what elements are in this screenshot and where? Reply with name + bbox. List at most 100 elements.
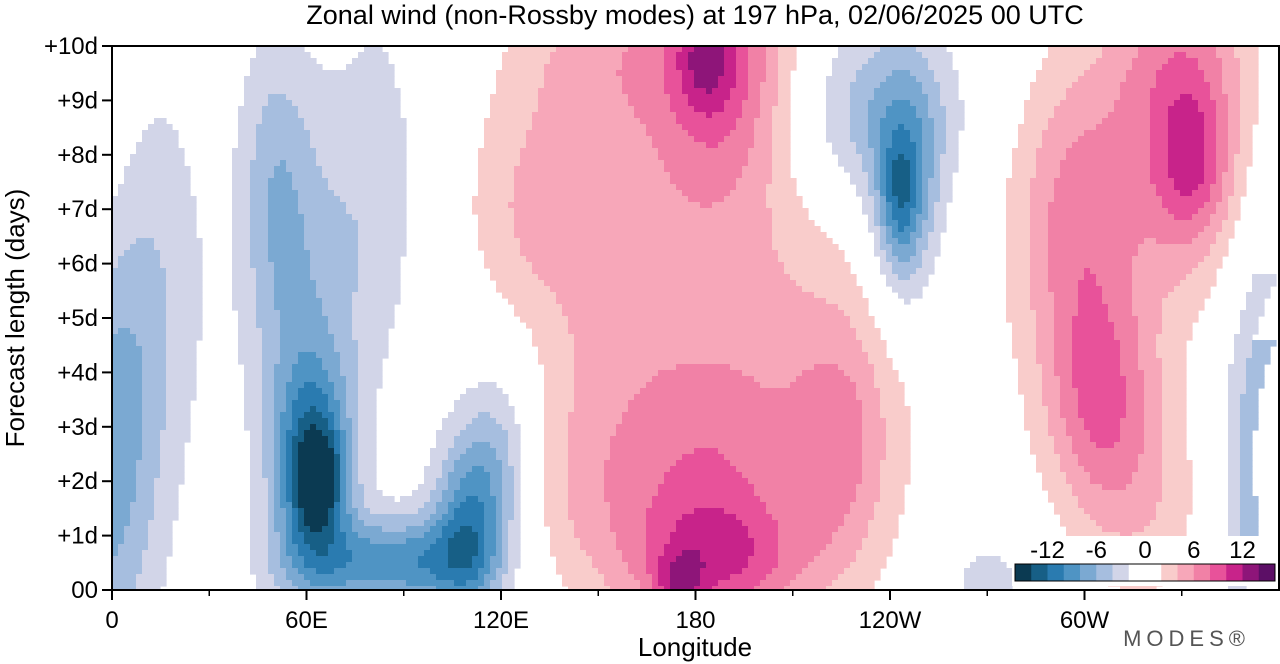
field-cell bbox=[532, 118, 641, 125]
field-cell bbox=[118, 328, 131, 335]
field-cell bbox=[334, 532, 347, 539]
field-cell bbox=[1054, 508, 1085, 515]
field-cell bbox=[676, 58, 689, 65]
field-cell bbox=[448, 484, 461, 491]
field-cell bbox=[778, 250, 845, 257]
field-cell bbox=[1228, 400, 1241, 407]
field-cell bbox=[922, 148, 935, 155]
field-cell bbox=[670, 178, 737, 185]
field-cell bbox=[1120, 436, 1145, 443]
field-cell bbox=[826, 100, 851, 107]
field-cell bbox=[1126, 400, 1145, 407]
field-cell bbox=[502, 460, 509, 467]
field-cell bbox=[1012, 334, 1037, 341]
field-cell bbox=[862, 196, 875, 203]
field-cell bbox=[868, 178, 875, 185]
field-cell bbox=[544, 412, 569, 419]
field-cell bbox=[694, 136, 725, 143]
field-cell bbox=[124, 526, 149, 533]
field-cell bbox=[112, 412, 143, 419]
field-cell bbox=[514, 214, 773, 221]
field-cell bbox=[328, 508, 335, 515]
field-cell bbox=[826, 586, 875, 590]
field-cell bbox=[1132, 274, 1187, 281]
field-cell bbox=[1012, 148, 1037, 155]
field-cell bbox=[232, 292, 257, 299]
field-cell bbox=[922, 82, 941, 89]
field-cell bbox=[850, 178, 869, 185]
field-cell bbox=[142, 370, 167, 377]
field-cell bbox=[490, 106, 539, 113]
field-cell bbox=[940, 94, 959, 101]
field-cell bbox=[262, 364, 275, 371]
field-cell bbox=[304, 562, 347, 569]
field-cell bbox=[1078, 502, 1157, 509]
field-cell bbox=[118, 544, 149, 551]
field-cell bbox=[280, 310, 323, 317]
field-cell bbox=[508, 556, 521, 563]
field-cell bbox=[826, 544, 863, 551]
field-cell bbox=[1162, 376, 1187, 383]
field-cell bbox=[1216, 208, 1229, 215]
field-cell bbox=[1228, 454, 1241, 461]
field-cell bbox=[274, 382, 287, 389]
field-cell bbox=[118, 190, 191, 197]
field-cell bbox=[1204, 256, 1223, 263]
field-cell bbox=[1006, 214, 1031, 221]
field-cell bbox=[814, 292, 863, 299]
field-cell bbox=[1198, 262, 1223, 269]
field-cell bbox=[844, 166, 863, 173]
field-cell bbox=[1144, 400, 1163, 407]
field-cell bbox=[772, 220, 815, 227]
colorbar-swatch bbox=[1063, 564, 1081, 581]
field-cell bbox=[718, 82, 737, 89]
field-cell bbox=[112, 292, 167, 299]
colorbar-label: 12 bbox=[1229, 537, 1256, 564]
field-cell bbox=[274, 274, 311, 281]
field-cell bbox=[424, 478, 437, 485]
field-cell bbox=[514, 502, 521, 509]
field-cell bbox=[1216, 202, 1229, 209]
field-cell bbox=[1228, 586, 1247, 590]
field-cell bbox=[736, 46, 749, 53]
field-cell bbox=[556, 292, 815, 299]
field-cell bbox=[502, 58, 551, 65]
field-cell bbox=[1246, 298, 1265, 305]
field-cell bbox=[850, 106, 869, 113]
field-cell bbox=[346, 436, 353, 443]
field-cell bbox=[1204, 172, 1217, 179]
field-cell bbox=[292, 466, 299, 473]
field-cell bbox=[604, 466, 671, 473]
field-cell bbox=[568, 508, 611, 515]
field-cell bbox=[712, 88, 731, 95]
field-cell bbox=[856, 490, 881, 497]
field-cell bbox=[1234, 340, 1253, 347]
field-cell bbox=[352, 316, 395, 323]
field-cell bbox=[1228, 166, 1235, 173]
field-cell bbox=[1030, 208, 1049, 215]
field-cell bbox=[886, 238, 899, 245]
field-cell bbox=[358, 388, 377, 395]
field-cell bbox=[112, 544, 119, 551]
field-cell bbox=[1222, 226, 1235, 233]
field-cell bbox=[112, 442, 143, 449]
field-cell bbox=[298, 460, 335, 467]
field-cell bbox=[250, 478, 269, 485]
field-cell bbox=[454, 580, 467, 587]
field-cell bbox=[622, 64, 665, 71]
field-cell bbox=[934, 226, 947, 233]
field-cell bbox=[1006, 178, 1031, 185]
field-cell bbox=[802, 370, 845, 377]
field-cell bbox=[646, 562, 659, 569]
field-cell bbox=[868, 352, 887, 359]
field-cell bbox=[1240, 142, 1253, 149]
field-cell bbox=[1228, 424, 1241, 431]
field-cell bbox=[310, 142, 407, 149]
field-cell bbox=[1150, 136, 1169, 143]
field-cell bbox=[724, 70, 737, 77]
field-cell bbox=[166, 286, 203, 293]
field-cell bbox=[1066, 94, 1121, 101]
field-cell bbox=[436, 484, 449, 491]
field-cell bbox=[616, 538, 647, 545]
field-cell bbox=[1222, 70, 1241, 77]
